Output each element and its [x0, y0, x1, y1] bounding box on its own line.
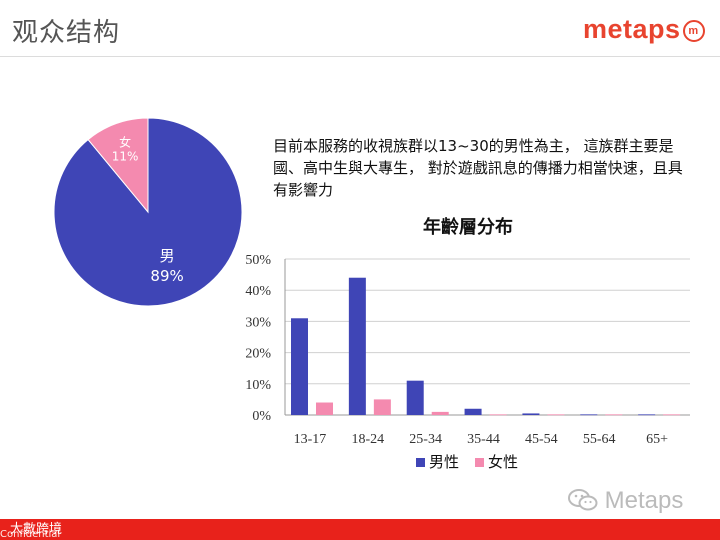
x-tick-label: 25-34: [409, 432, 442, 447]
bar-male: [580, 414, 598, 416]
wechat-watermark: Metaps: [568, 487, 683, 515]
logo-text: metaps: [583, 14, 681, 44]
bar-male: [464, 408, 482, 415]
bar-male: [348, 277, 366, 415]
bar-female: [547, 414, 565, 416]
x-tick-label: 18-24: [351, 432, 384, 447]
y-tick-label: 10%: [245, 378, 271, 393]
x-tick-label: 55-64: [583, 432, 616, 447]
watermark-text: Metaps: [604, 487, 684, 514]
pie-label: 女: [119, 134, 131, 149]
bar-male: [522, 413, 540, 415]
y-tick-label: 50%: [245, 253, 271, 268]
bar-female: [663, 414, 681, 416]
metaps-logo: metaps m: [583, 14, 705, 45]
footer-brand: 大數跨境: [10, 522, 63, 537]
bar-female: [431, 411, 449, 415]
pie-label: 男: [160, 247, 175, 265]
pie-value-label: 89%: [150, 267, 183, 285]
bar-chart-title: 年齡層分布: [423, 216, 513, 238]
bar-female: [489, 414, 507, 416]
footer-bar: [0, 519, 720, 540]
footer-confidential: Confidential: [0, 529, 61, 540]
y-tick-label: 30%: [245, 315, 271, 330]
legend-swatch: [475, 458, 484, 467]
y-tick-label: 40%: [245, 284, 271, 299]
x-tick-label: 65+: [646, 432, 668, 447]
bar-female: [316, 402, 333, 415]
pie-value-label: 11%: [112, 149, 139, 163]
bar-female: [373, 399, 391, 415]
legend-label: 男性: [429, 453, 459, 471]
y-tick-label: 0%: [252, 409, 271, 424]
y-tick-label: 20%: [245, 347, 271, 362]
title-divider: [0, 56, 720, 57]
bar-female: [605, 414, 623, 416]
description-text: 目前本服務的收視族群以13~30的男性為主， 這族群主要是國、高中生與大專生， …: [273, 137, 683, 199]
wechat-icon: [568, 489, 598, 511]
logo-badge-icon: m: [682, 20, 705, 42]
bar-male: [638, 414, 656, 416]
x-tick-label: 35-44: [467, 432, 500, 447]
page-title: 观众结构: [12, 18, 121, 48]
pie-slice: [87, 117, 149, 214]
legend-label: 女性: [488, 453, 518, 471]
x-tick-label: 45-54: [525, 432, 558, 447]
x-tick-label: 13-17: [294, 432, 327, 447]
bar-male: [291, 318, 308, 415]
legend-swatch: [416, 458, 425, 467]
bar-male: [406, 380, 424, 415]
